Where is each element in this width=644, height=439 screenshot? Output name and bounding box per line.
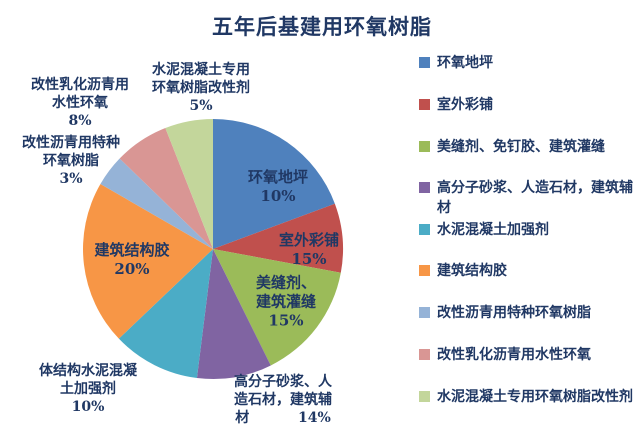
legend-swatch-structural-adhesive [419, 265, 430, 276]
pie-label-outdoor-paving: 室外彩铺 15% [278, 231, 340, 268]
chart-legend: 环氧地坪 室外彩铺 美缝剂、免钉胶、建筑灌缝 高分子砂浆、人造石材，建筑辅材 水… [419, 0, 644, 439]
legend-label: 改性沥青用特种环氧树脂 [437, 305, 591, 321]
pie-slice-7 [100, 158, 213, 249]
legend-item-polymer-mortar: 高分子砂浆、人造石材，建筑辅材 [419, 178, 644, 218]
legend-label: 高分子砂浆、人造石材，建筑辅材 [437, 180, 633, 216]
legend-item-joint-sealant: 美缝剂、免钉胶、建筑灌缝 [419, 137, 644, 157]
legend-label: 建筑结构胶 [437, 263, 507, 279]
legend-swatch-special-epoxy-asphalt [419, 307, 430, 318]
legend-item-concrete-strengthener: 水泥混凝土加强剂 [419, 220, 644, 240]
pie-slice-3 [213, 249, 341, 366]
legend-label: 美缝剂、免钉胶、建筑灌缝 [437, 139, 605, 155]
pie-slice-6 [83, 184, 213, 339]
legend-swatch-waterborne-epoxy [419, 349, 430, 360]
legend-label: 改性乳化沥青用水性环氧 [437, 347, 591, 363]
pie-slice-1 [213, 119, 335, 249]
pie-slice-5 [118, 249, 213, 378]
legend-item-structural-adhesive: 建筑结构胶 [419, 261, 644, 281]
legend-label: 水泥混凝土专用环氧树脂改性剂 [437, 389, 633, 405]
pie-slice-9 [165, 119, 213, 249]
legend-label: 水泥混凝土加强剂 [437, 222, 549, 238]
pie-label-structural-adhesive: 建筑结构胶 20% [94, 241, 170, 278]
pie-label-polymer-mortar: 高分子砂浆、人 造石材，建筑辅 材 14% [234, 374, 332, 426]
legend-item-special-epoxy-asphalt: 改性沥青用特种环氧树脂 [419, 303, 644, 323]
legend-item-waterborne-epoxy: 改性乳化沥青用水性环氧 [419, 345, 644, 365]
legend-swatch-polymer-mortar [419, 182, 430, 193]
pie-slice-8 [119, 128, 213, 249]
pie-label-concrete-strengthener: 体结构水泥混凝 土加强剂 10% [39, 363, 137, 415]
pie-label-joint-sealant: 美缝剂、 建筑灌缝 15% [255, 273, 317, 330]
legend-swatch-outdoor-paving [419, 99, 430, 110]
legend-swatch-joint-sealant [419, 141, 430, 152]
pie-label-epoxy-flooring: 环氧地坪 10% [247, 168, 309, 205]
pie-chart [83, 119, 343, 379]
pie-slice-4 [196, 249, 271, 379]
legend-item-outdoor-paving: 室外彩铺 [419, 95, 644, 115]
pie-label-special-epoxy-asphalt: 改性沥青用特种 环氧树脂 3% [22, 135, 120, 187]
legend-label: 环氧地坪 [437, 55, 493, 71]
pie-slice-2 [213, 203, 343, 273]
legend-item-concrete-epoxy-modifier: 水泥混凝土专用环氧树脂改性剂 [419, 387, 644, 407]
chart-title: 五年后基建用环氧树脂 [212, 14, 432, 39]
legend-swatch-epoxy-flooring [419, 57, 430, 68]
pie-label-waterborne-epoxy: 改性乳化沥青用 水性环氧 8% [31, 77, 129, 129]
legend-item-epoxy-flooring: 环氧地坪 [419, 53, 644, 73]
pie-label-concrete-epoxy-modifier: 水泥混凝土专用 环氧树脂改性剂 5% [152, 62, 250, 114]
legend-swatch-concrete-epoxy-modifier [419, 391, 430, 402]
legend-label: 室外彩铺 [437, 97, 493, 113]
legend-swatch-concrete-strengthener [419, 224, 430, 235]
